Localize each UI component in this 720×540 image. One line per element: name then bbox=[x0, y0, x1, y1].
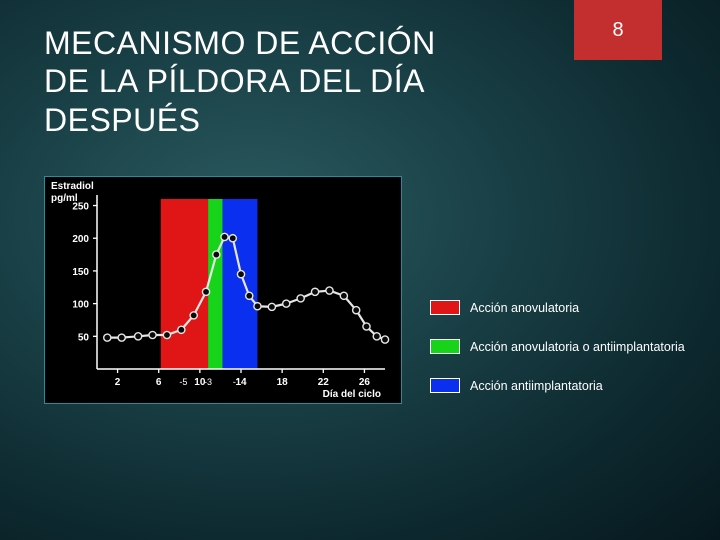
slide-title: MECANISMO DE ACCIÓN DE LA PÍLDORA DEL DÍ… bbox=[44, 24, 484, 139]
svg-text:26: 26 bbox=[359, 377, 371, 388]
page-number-box: 8 bbox=[574, 0, 662, 60]
legend-swatch bbox=[430, 339, 460, 354]
svg-text:-5: -5 bbox=[179, 377, 187, 387]
svg-text:Día del ciclo: Día del ciclo bbox=[323, 389, 381, 400]
legend-label: Acción anovulatoria o antiimplantatoria bbox=[470, 340, 685, 354]
svg-text:-1: -1 bbox=[233, 377, 241, 387]
svg-text:200: 200 bbox=[72, 234, 89, 245]
legend-label: Acción anovulatoria bbox=[470, 301, 579, 315]
svg-text:150: 150 bbox=[72, 267, 89, 278]
svg-text:Estradiol: Estradiol bbox=[51, 181, 94, 192]
legend-swatch bbox=[430, 300, 460, 315]
svg-text:22: 22 bbox=[318, 377, 330, 388]
svg-text:50: 50 bbox=[78, 332, 90, 343]
legend-row: Acción anovulatoria bbox=[430, 300, 685, 315]
svg-text:6: 6 bbox=[156, 377, 162, 388]
svg-text:pg/ml: pg/ml bbox=[51, 193, 78, 204]
legend-row: Acción antiimplantatoria bbox=[430, 378, 685, 393]
svg-text:100: 100 bbox=[72, 300, 89, 311]
legend-swatch bbox=[430, 378, 460, 393]
svg-text:2: 2 bbox=[115, 377, 121, 388]
svg-text:-3: -3 bbox=[204, 377, 212, 387]
legend-row: Acción anovulatoria o antiimplantatoria bbox=[430, 339, 685, 354]
page-number: 8 bbox=[612, 19, 623, 42]
estradiol-chart: 50100150200250Estradiolpg/ml261014182226… bbox=[44, 176, 402, 404]
chart-svg: 50100150200250Estradiolpg/ml261014182226… bbox=[45, 177, 401, 403]
svg-text:18: 18 bbox=[277, 377, 289, 388]
legend: Acción anovulatoria Acción anovulatoria o… bbox=[430, 300, 685, 417]
legend-label: Acción antiimplantatoria bbox=[470, 379, 603, 393]
